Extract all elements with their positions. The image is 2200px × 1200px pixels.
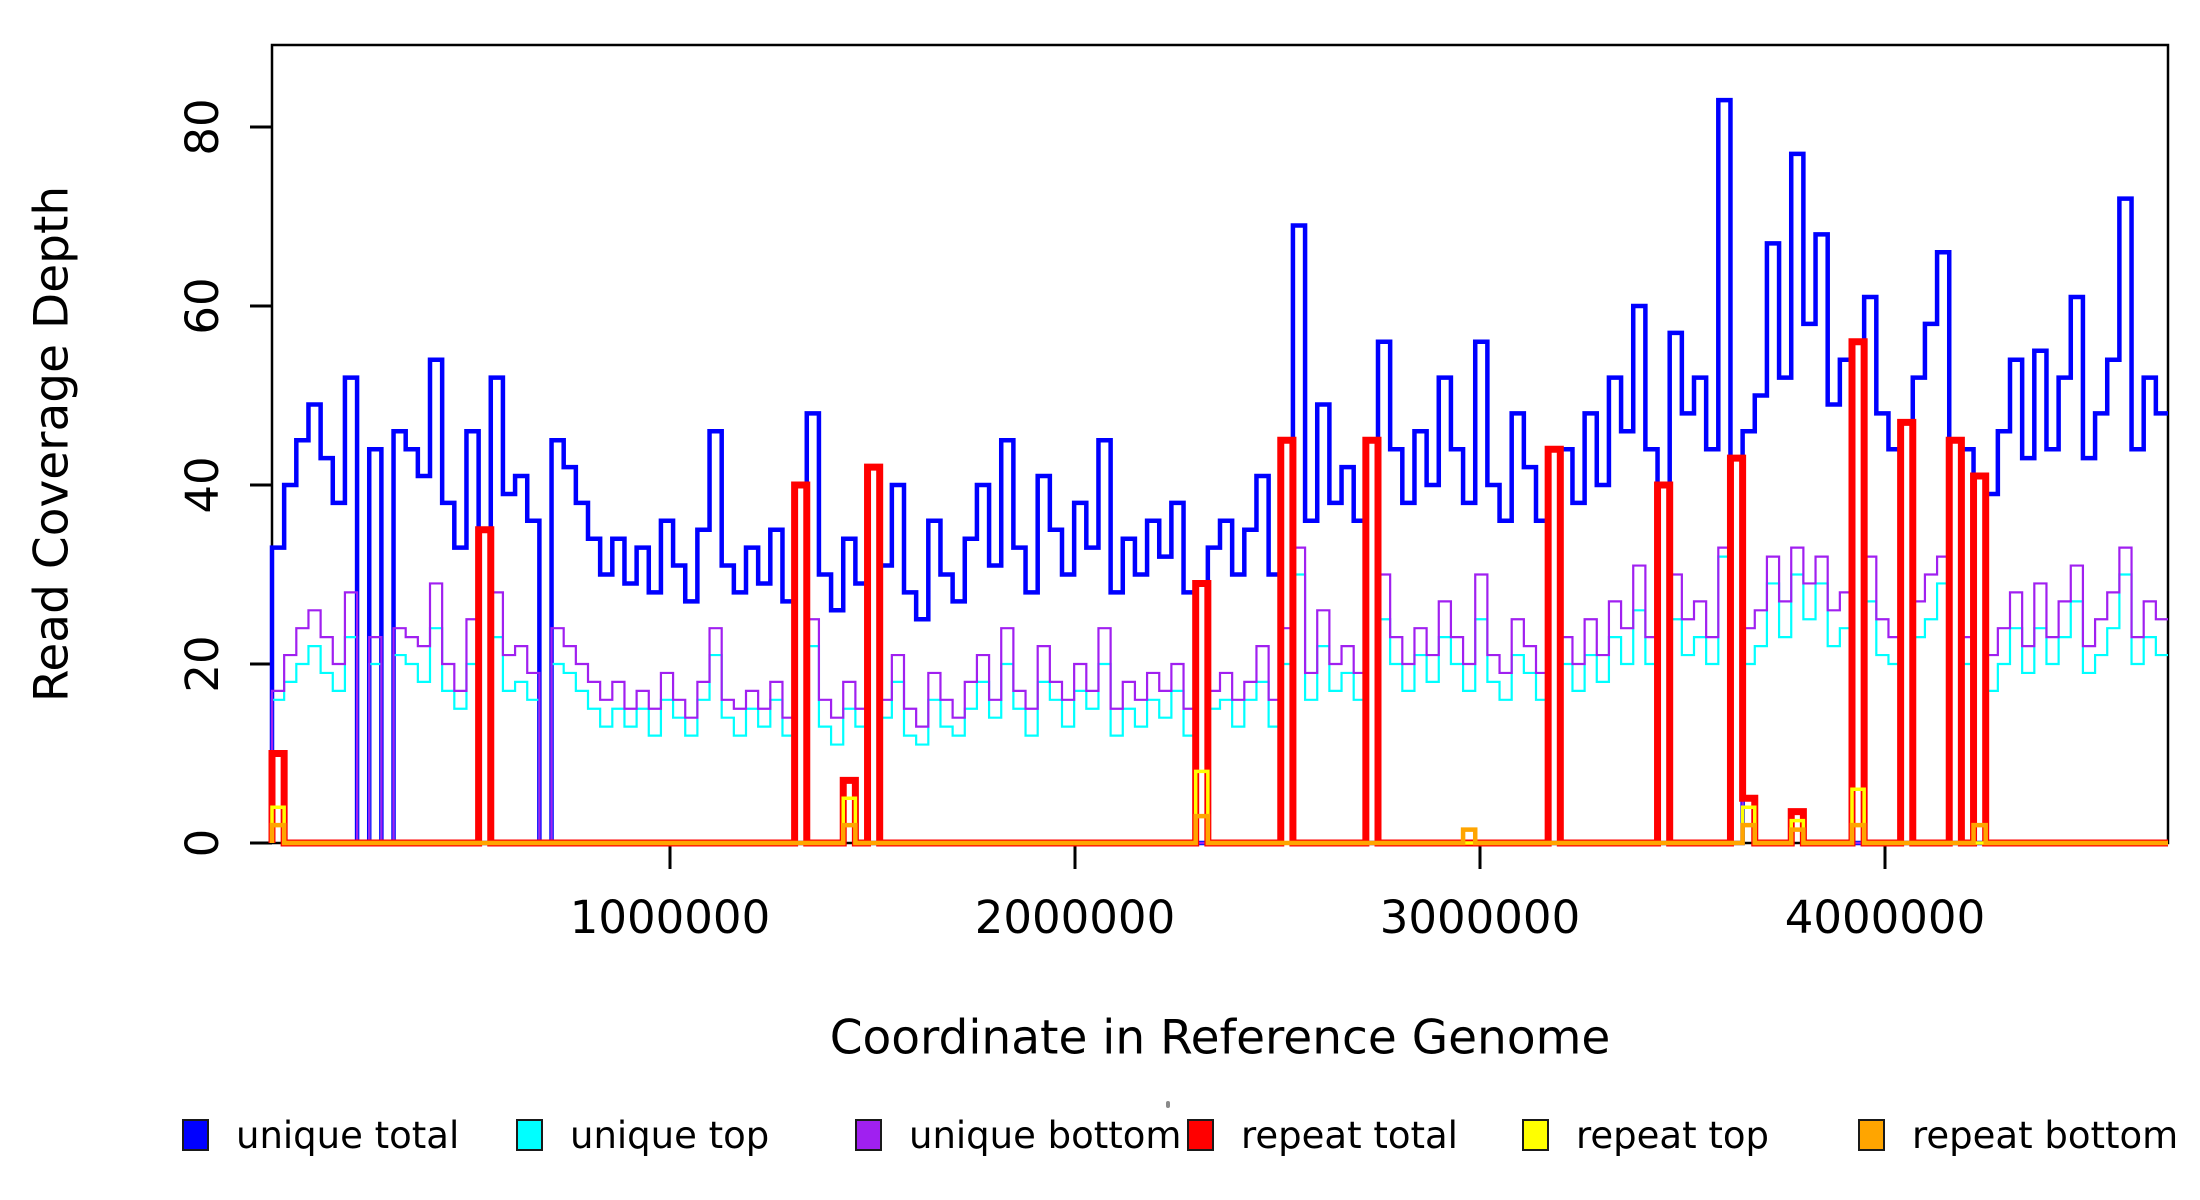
x-tick-label: 4000000 xyxy=(1785,891,1985,944)
legend-item-unique-total: unique total xyxy=(182,1112,459,1158)
y-tick-label: 80 xyxy=(176,98,229,155)
legend-item-unique-top: unique top xyxy=(516,1112,769,1158)
x-axis-title: Coordinate in Reference Genome xyxy=(829,1010,1611,1066)
series-line-unique-total xyxy=(269,97,2168,846)
x-tick-label: 3000000 xyxy=(1380,891,1580,944)
y-tick-label: 60 xyxy=(176,277,229,334)
series-group xyxy=(268,97,2168,847)
legend-item-repeat-bottom: repeat bottom xyxy=(1858,1112,2178,1158)
legend-swatch-unique-bottom xyxy=(855,1119,882,1151)
y-axis-ticks: 0 20 40 60 80 xyxy=(176,98,272,857)
legend-label: unique bottom xyxy=(909,1113,1182,1157)
legend-item-repeat-top: repeat top xyxy=(1522,1112,1769,1158)
x-tick-label: 2000000 xyxy=(975,891,1175,944)
series-line-repeat-top xyxy=(270,769,2168,845)
plot-border xyxy=(270,43,2170,845)
legend-item-unique-bottom: unique bottom xyxy=(855,1112,1181,1158)
y-tick-label: 20 xyxy=(176,635,229,692)
x-tick-label: 1000000 xyxy=(570,891,770,944)
legend-swatch-repeat-bottom xyxy=(1858,1119,1885,1151)
legend-label: unique top xyxy=(570,1113,770,1157)
series-line-repeat-bottom xyxy=(269,813,2168,846)
y-tick-label: 40 xyxy=(176,456,229,513)
series-line-repeat-total xyxy=(268,338,2168,847)
legend-label: unique total xyxy=(236,1113,460,1157)
series-line-unique-bottom xyxy=(270,546,2168,845)
legend-item-repeat-total: repeat total xyxy=(1187,1112,1458,1158)
legend-label: repeat top xyxy=(1576,1113,1769,1157)
legend-swatch-unique-total xyxy=(182,1119,209,1151)
legend-label: repeat total xyxy=(1241,1113,1458,1157)
legend-swatch-unique-top xyxy=(516,1119,543,1151)
legend-swatch-repeat-top xyxy=(1522,1119,1549,1151)
x-axis-ticks: 1000000 2000000 3000000 4000000 xyxy=(570,845,1985,944)
legend-swatch-repeat-total xyxy=(1187,1119,1214,1151)
stray-dot xyxy=(1166,1101,1170,1108)
series-line-unique-top xyxy=(270,555,2168,845)
y-tick-label: 0 xyxy=(176,829,229,858)
legend-label: repeat bottom xyxy=(1912,1113,2179,1157)
y-axis-title: Read Coverage Depth xyxy=(24,185,80,703)
